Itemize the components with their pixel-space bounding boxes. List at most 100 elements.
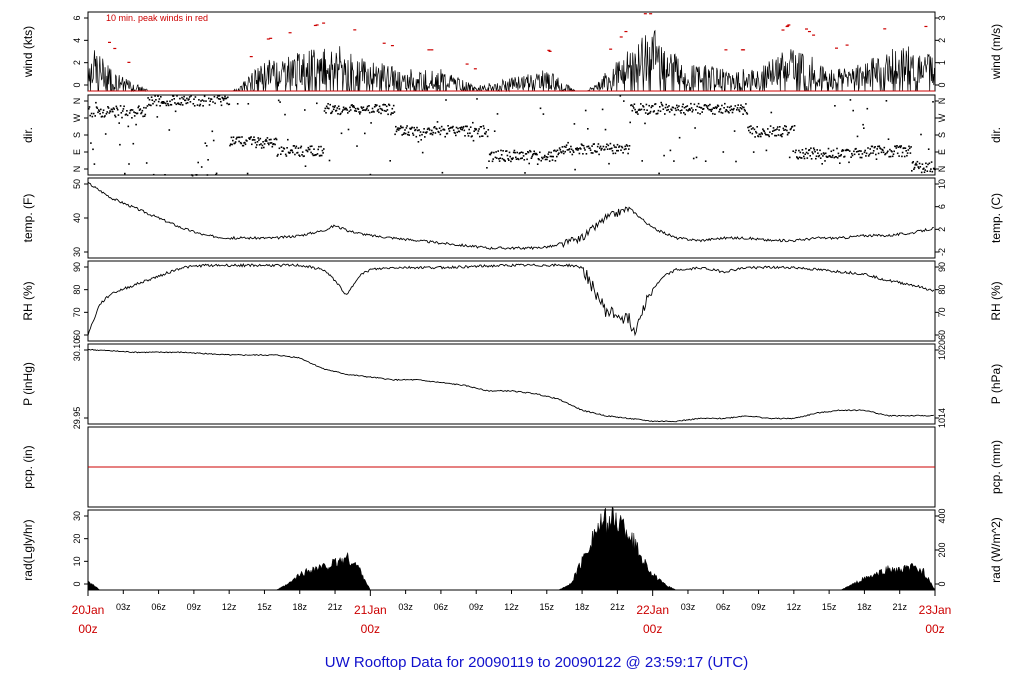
direction-point xyxy=(811,151,814,153)
direction-point xyxy=(673,113,676,116)
direction-point xyxy=(381,109,384,111)
direction-point xyxy=(756,126,758,128)
direction-point xyxy=(611,150,614,152)
direction-point xyxy=(837,152,840,155)
direction-point xyxy=(438,127,441,129)
direction-point xyxy=(628,145,631,147)
direction-point xyxy=(345,107,348,110)
direction-point xyxy=(418,129,420,131)
direction-point xyxy=(771,133,773,135)
peak-wind-mark xyxy=(845,44,849,46)
direction-point xyxy=(452,129,455,131)
direction-point xyxy=(260,143,262,145)
ytick-label-right-rad: 400 xyxy=(937,508,947,523)
direction-point xyxy=(915,164,918,166)
xtick-label: 09z xyxy=(469,602,484,612)
date-tick-label: 21Jan xyxy=(354,603,387,617)
direction-point xyxy=(776,126,779,128)
direction-point xyxy=(853,150,855,153)
direction-point xyxy=(154,95,156,97)
direction-point xyxy=(385,110,387,112)
direction-point xyxy=(690,102,692,105)
direction-point xyxy=(274,143,276,146)
direction-point xyxy=(515,158,518,160)
direction-point xyxy=(813,149,816,151)
direction-point xyxy=(392,104,395,107)
direction-point xyxy=(680,112,682,114)
direction-point xyxy=(577,148,580,150)
direction-point xyxy=(584,109,587,112)
direction-point xyxy=(216,96,219,99)
direction-point xyxy=(684,113,686,116)
direction-point xyxy=(230,136,233,139)
direction-point xyxy=(509,155,511,158)
direction-point xyxy=(349,109,352,111)
direction-point xyxy=(299,146,302,149)
direction-point xyxy=(379,107,382,110)
direction-point xyxy=(671,109,673,111)
direction-point xyxy=(460,126,463,128)
direction-point xyxy=(165,104,168,107)
direction-point xyxy=(899,146,902,149)
direction-point xyxy=(598,153,600,156)
direction-point xyxy=(112,107,115,109)
direction-point xyxy=(188,98,190,100)
direction-point xyxy=(336,107,339,109)
direction-point xyxy=(535,152,538,155)
direction-point xyxy=(541,157,544,160)
direction-point xyxy=(498,158,500,160)
direction-point xyxy=(855,151,858,153)
direction-point xyxy=(526,158,528,161)
direction-point xyxy=(851,152,853,155)
direction-point xyxy=(253,136,255,138)
direction-point xyxy=(397,127,399,129)
direction-point xyxy=(793,129,795,131)
ytick-label-left-wind: 0 xyxy=(72,82,82,87)
direction-point xyxy=(748,125,751,128)
direction-point xyxy=(309,145,312,148)
direction-point xyxy=(338,108,341,110)
xtick-label: 09z xyxy=(751,602,766,612)
direction-point xyxy=(119,105,122,107)
direction-point xyxy=(774,129,777,131)
direction-point xyxy=(735,160,737,163)
direction-point xyxy=(318,145,320,148)
direction-point xyxy=(885,100,888,102)
direction-point xyxy=(186,102,189,104)
date-tick-hour: 00z xyxy=(643,622,662,636)
direction-point xyxy=(561,146,564,148)
direction-point xyxy=(255,146,257,149)
direction-point xyxy=(815,155,818,157)
direction-point xyxy=(803,157,806,160)
direction-point xyxy=(157,95,159,97)
direction-point xyxy=(197,161,199,164)
direction-point xyxy=(878,145,881,147)
direction-point xyxy=(868,153,871,156)
direction-point xyxy=(733,130,736,132)
direction-point xyxy=(769,125,772,127)
direction-point xyxy=(753,128,756,131)
direction-point xyxy=(801,149,804,151)
direction-point xyxy=(508,159,510,161)
direction-point xyxy=(719,108,722,110)
direction-point xyxy=(875,158,878,160)
direction-point xyxy=(685,106,687,108)
direction-point xyxy=(202,105,204,107)
direction-point xyxy=(524,172,526,174)
direction-point xyxy=(741,106,744,108)
direction-point xyxy=(152,102,154,105)
direction-point xyxy=(606,143,608,146)
direction-point xyxy=(539,107,542,110)
direction-point xyxy=(421,151,424,154)
direction-point xyxy=(781,133,784,135)
direction-point xyxy=(170,104,173,106)
direction-point xyxy=(133,115,136,117)
direction-point xyxy=(434,132,437,134)
direction-point xyxy=(631,109,634,112)
direction-point xyxy=(181,96,183,99)
direction-point xyxy=(156,116,159,118)
direction-point xyxy=(493,151,495,154)
direction-point xyxy=(531,155,533,158)
direction-point xyxy=(189,101,192,103)
direction-point xyxy=(217,98,220,100)
